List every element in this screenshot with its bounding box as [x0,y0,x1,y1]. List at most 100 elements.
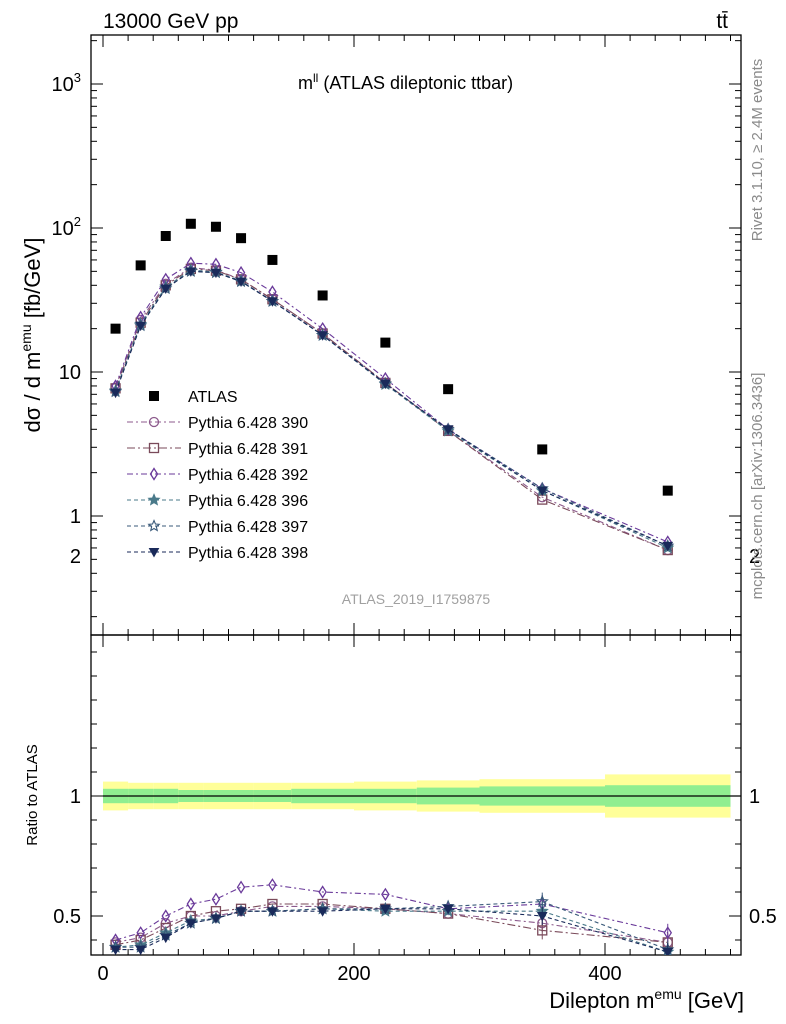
mc-series-line [114,270,669,547]
legend-marker [147,519,161,532]
ratio-y-tick-label: 0.5 [53,906,81,928]
mc-point [135,321,147,332]
ratio-y-tick-label-right: 2 [749,546,760,568]
ratio-point [161,909,171,923]
x-axis-title-text: Dilepton m [549,988,654,1013]
legend-marker [149,467,159,481]
ratio-point [442,904,454,915]
ratio-plot-frame [90,634,742,956]
legend-entry-398: Pythia 6.428 398 [127,545,308,562]
mc-point [536,486,548,497]
main-series-layer [108,218,675,556]
mc-series-391 [110,263,673,556]
x-tick-label: 400 [588,963,621,985]
legend-label: Pythia 6.428 396 [188,493,308,510]
legend-label: Pythia 6.428 397 [188,519,308,536]
header-energy-label: 13000 GeV pp [103,10,238,33]
legend-marker [149,391,159,401]
ratio-series-layer [108,878,675,955]
header-process-label: tt̄ [716,10,728,33]
data-point [317,290,328,301]
plot-title-main: m [298,73,313,93]
mc-point [662,541,674,552]
legend-marker [148,416,160,428]
main-y-tick-label: 102 [52,214,81,240]
ratio-y-tick-label-right: 0.5 [749,906,777,928]
ratio-y-axis-title: Ratio to ATLAS [24,744,41,845]
main-y-axis-title-sup: emu [18,324,34,351]
legend-label: Pythia 6.428 398 [188,545,308,562]
main-y-tick-base: 10 [52,74,74,96]
x-axis-title: Dilepton memu [GeV] [549,986,744,1013]
data-point [537,444,548,455]
mc-series-line [114,268,669,551]
ratio-series-398 [110,904,674,955]
main-y-axis-title: dσ / d memu [fb/GeV] [18,238,45,433]
plot-title-rest: (ATLAS dileptonic ttbar) [318,73,513,93]
ratio-series-391 [110,898,673,952]
mc-point [317,331,328,341]
ratio-point [210,914,222,924]
ratio-series-line [115,905,668,943]
legend-label: Pythia 6.428 390 [188,415,308,432]
ratio-y-tick-label: 1 [70,786,81,808]
main-y-tick-exponent: 3 [74,70,81,85]
data-point [210,221,221,232]
ratio-point [663,926,673,940]
ratio-y-tick-label-right: 1 [749,786,760,808]
mc-series-398 [110,267,674,552]
ratio-point [186,897,196,911]
data-point [160,230,171,241]
ratio-series-line [115,884,668,941]
ratio-point [537,925,548,936]
main-y-tick-exponent: 2 [74,214,81,229]
mc-point [380,379,391,390]
x-tick-label: 0 [97,963,108,985]
ratio-point [535,894,549,908]
data-point [662,485,673,496]
data-point [185,218,196,229]
mcplots-label: mcplots.cern.ch [arXiv:1306.3436] [749,373,766,600]
analysis-watermark: ATLAS_2019_I1759875 [342,591,491,607]
main-y-tick-base: 10 [52,218,74,240]
ratio-point [235,907,247,917]
ratio-series-line [115,908,668,953]
main-y-tick-label: 10 [59,362,81,384]
rivet-label: Rivet 3.1.10, ≥ 2.4M events [749,59,766,242]
legend-entry-396: Pythia 6.428 396 [127,493,308,510]
mc-point [160,284,172,295]
x-axis-title-unit: [GeV] [682,988,744,1013]
ratio-axis-ticks: 0.5 0.5 1 1 2 2 0 200 400 [53,546,777,985]
legend-entry-391: Pythia 6.428 391 [127,441,308,458]
legend-entry-397: Pythia 6.428 397 [127,519,308,536]
mc-series-line [114,269,669,549]
data-series-ATLAS [110,218,673,496]
mc-point [110,388,121,399]
legend-label: Pythia 6.428 391 [188,441,308,458]
ratio-point [135,945,147,955]
main-y-tick-label: 1 [70,506,81,528]
ratio-series-line [115,908,668,953]
ratio-point [536,912,548,922]
ratio-point [267,907,278,917]
data-point [443,384,454,395]
legend-label: ATLAS [188,389,238,406]
legend-entry-390: Pythia 6.428 390 [127,415,308,432]
x-axis-title-sup: emu [654,986,681,1002]
ratio-point [381,887,390,902]
mc-point [442,425,454,435]
data-point [236,233,247,244]
ratio-point [211,892,221,906]
mc-point [210,268,222,279]
mc-point [185,267,197,277]
legend-marker [148,442,160,454]
data-point [380,337,391,348]
legend-entry-392: Pythia 6.428 392 [127,467,308,484]
ratio-series-line [115,903,668,946]
legend-marker [148,548,160,558]
ratio-point [160,933,172,944]
legend-label: Pythia 6.428 392 [188,467,308,484]
legend-marker [147,493,161,506]
